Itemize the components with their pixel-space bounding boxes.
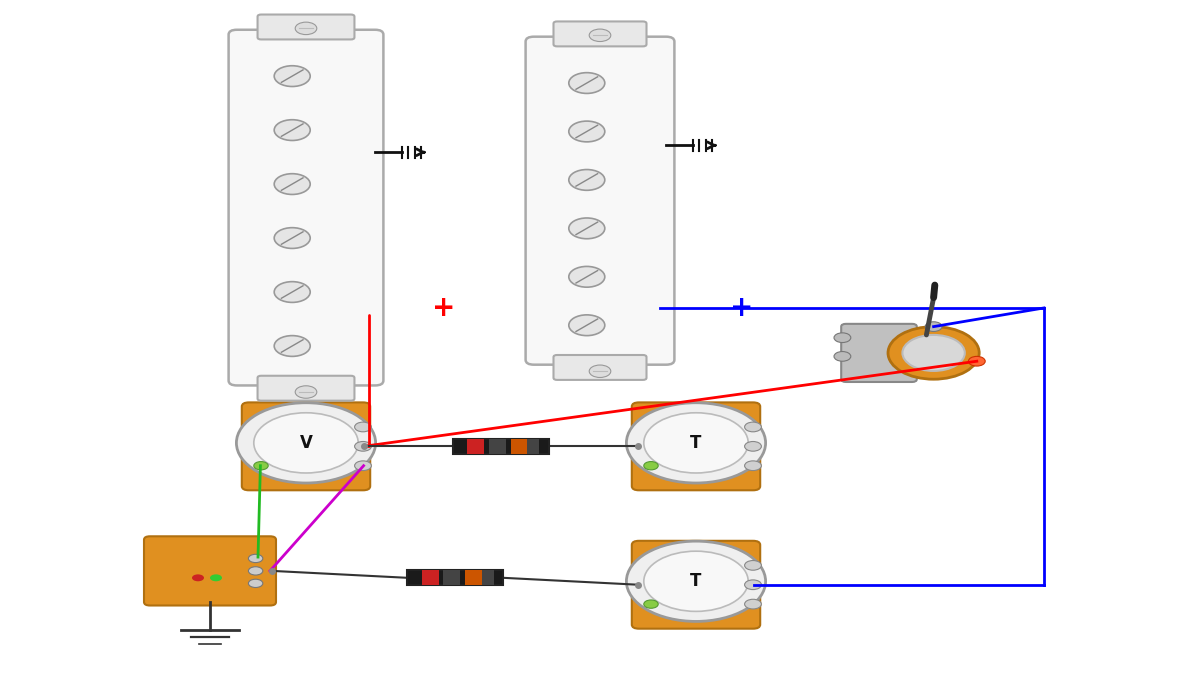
Circle shape [626,403,766,483]
Circle shape [248,567,263,575]
Circle shape [569,218,605,239]
Bar [481,570,494,585]
Circle shape [248,579,263,588]
Circle shape [569,266,605,287]
Circle shape [254,462,269,470]
Circle shape [744,441,761,451]
Bar [421,570,438,585]
FancyBboxPatch shape [526,37,674,365]
Circle shape [569,73,605,93]
Circle shape [626,541,766,621]
Circle shape [589,365,611,378]
Bar [464,570,481,585]
Text: +: + [432,294,456,322]
Circle shape [643,551,749,612]
Circle shape [274,174,310,194]
Circle shape [192,574,204,581]
FancyBboxPatch shape [242,403,370,490]
Circle shape [643,412,749,473]
Circle shape [589,29,611,42]
Text: +: + [730,294,754,322]
FancyBboxPatch shape [258,15,354,39]
Circle shape [888,327,979,379]
Circle shape [834,352,851,361]
FancyBboxPatch shape [553,21,647,46]
FancyBboxPatch shape [228,30,384,385]
Circle shape [274,282,310,302]
Circle shape [902,335,965,371]
Circle shape [744,422,761,432]
Circle shape [295,22,317,35]
Bar [408,570,504,585]
Circle shape [744,561,761,570]
Bar [490,439,506,454]
Circle shape [834,333,851,343]
FancyBboxPatch shape [631,403,761,490]
Circle shape [274,120,310,140]
Text: V: V [300,434,312,452]
Circle shape [355,441,372,451]
Bar [468,439,485,454]
Circle shape [210,574,222,581]
Circle shape [355,422,372,432]
Circle shape [925,322,942,331]
Bar [443,570,460,585]
FancyBboxPatch shape [553,355,647,380]
Circle shape [355,461,372,471]
Circle shape [274,228,310,248]
Circle shape [643,600,659,608]
Circle shape [744,580,761,590]
FancyBboxPatch shape [144,536,276,606]
Circle shape [569,170,605,190]
Circle shape [569,315,605,336]
Circle shape [274,66,310,86]
Circle shape [569,121,605,142]
Circle shape [744,599,761,609]
Bar [528,439,540,454]
FancyBboxPatch shape [841,324,917,382]
Circle shape [248,554,263,563]
Circle shape [274,336,310,356]
Circle shape [295,386,317,399]
FancyBboxPatch shape [631,541,761,628]
Circle shape [744,461,761,471]
Text: T: T [690,572,702,590]
Text: T: T [690,434,702,452]
Circle shape [643,462,659,470]
Bar [511,439,528,454]
Circle shape [253,412,358,473]
Circle shape [236,403,376,483]
FancyBboxPatch shape [258,376,354,401]
Circle shape [968,356,985,366]
Bar [454,439,550,454]
